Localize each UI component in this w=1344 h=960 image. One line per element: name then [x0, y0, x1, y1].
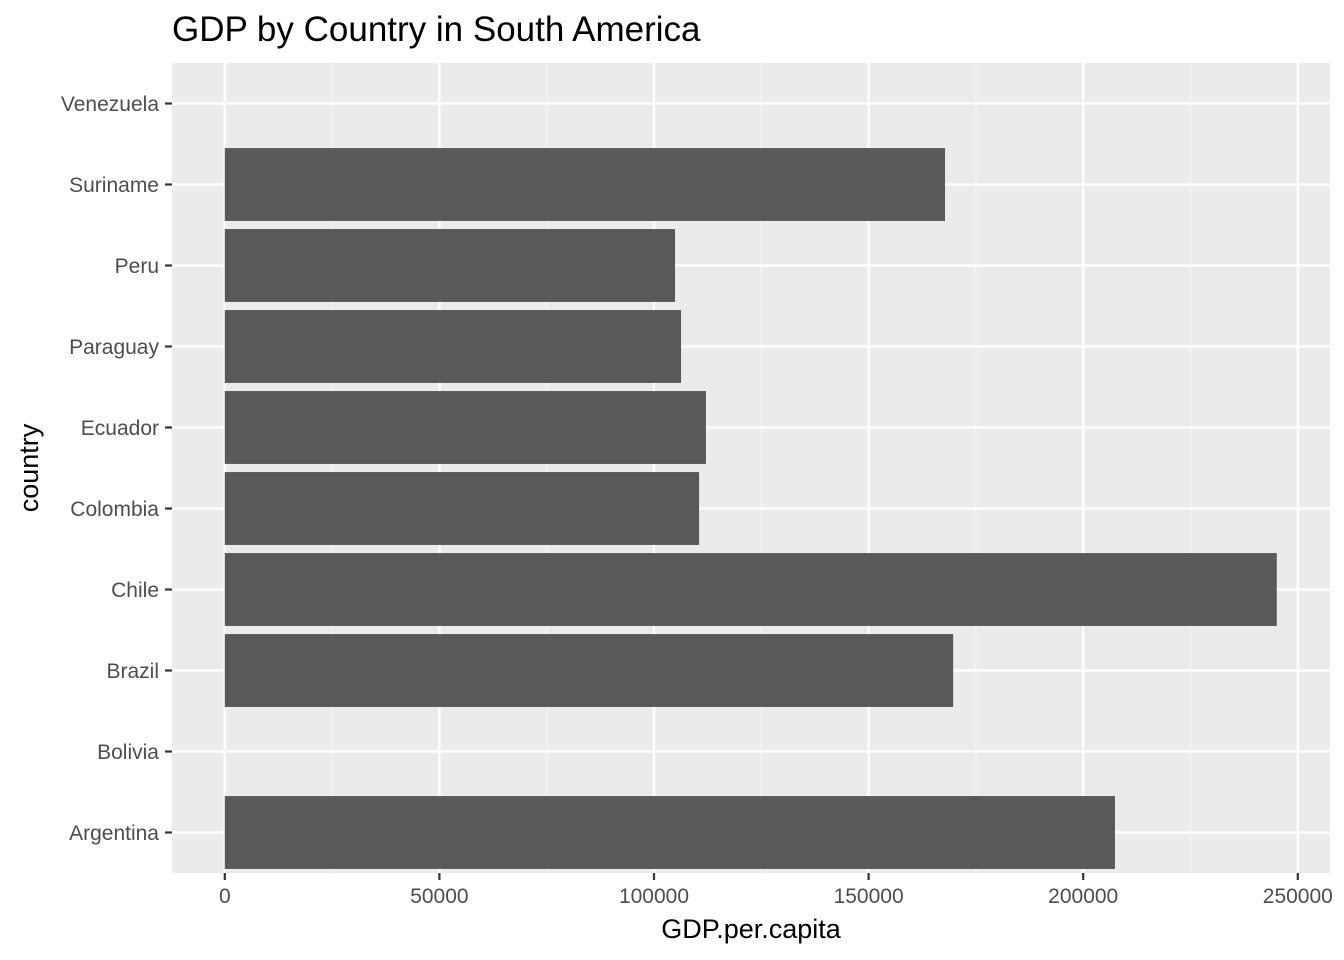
x-tick-label: 250000: [1263, 885, 1333, 908]
bar-suriname: [224, 148, 946, 221]
y-tick-label: Colombia: [70, 498, 159, 521]
bar-peru: [224, 229, 676, 302]
y-axis-title: country: [14, 423, 44, 512]
x-tick-label: 0: [219, 885, 231, 908]
y-tick-label: Peru: [115, 255, 159, 278]
y-tick-label: Chile: [111, 579, 159, 602]
x-axis-title: GDP.per.capita: [661, 914, 842, 944]
bar-paraguay: [224, 310, 682, 383]
bar-ecuador: [224, 391, 706, 464]
x-axis: 0 50000 100000 150000 200000 250000: [219, 873, 1333, 908]
y-tick-label: Argentina: [69, 822, 159, 845]
y-tick-label: Paraguay: [69, 336, 159, 359]
x-tick-label: 100000: [619, 885, 689, 908]
y-tick-label: Venezuela: [61, 93, 159, 116]
bars: [224, 148, 1277, 869]
chart-title: GDP by Country in South America: [172, 10, 701, 49]
y-tick-label: Ecuador: [81, 417, 159, 440]
bar-argentina: [224, 796, 1115, 869]
x-tick-label: 200000: [1048, 885, 1118, 908]
y-tick-label: Bolivia: [97, 741, 159, 764]
bar-brazil: [224, 634, 954, 707]
x-tick-label: 50000: [410, 885, 468, 908]
x-tick-label: 150000: [834, 885, 904, 908]
y-tick-label: Suriname: [69, 174, 159, 197]
y-tick-label: Brazil: [106, 660, 159, 683]
y-axis: Argentina Bolivia Brazil Chile Colombia Ecuad…: [61, 93, 172, 845]
bar-chile: [224, 553, 1277, 626]
bar-colombia: [224, 472, 700, 545]
